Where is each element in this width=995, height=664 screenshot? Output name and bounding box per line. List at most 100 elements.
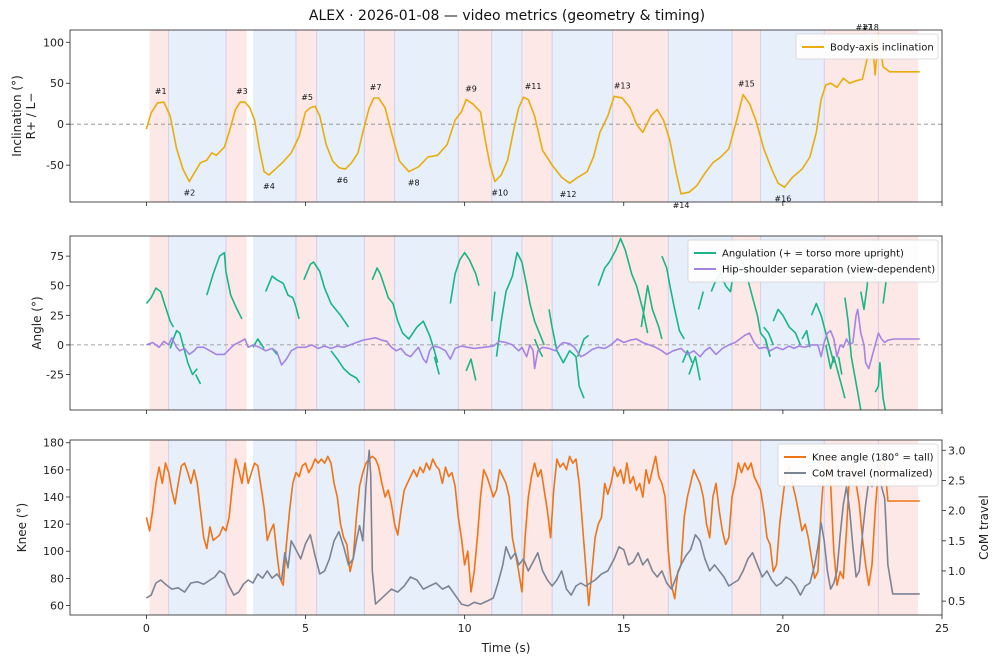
legend-label: Angulation (+ = torso more upright) [722,249,904,260]
peak-label: #4 [263,182,275,191]
peak-label: #7 [370,83,382,92]
series-line-com [145,449,920,607]
x-tick-label: 20 [776,622,790,635]
legend-label: CoM travel (normalized) [812,469,933,480]
phase-band [364,236,395,410]
series-line-ang [810,302,835,363]
series-line-ang [688,355,701,381]
y2-tick-label: 1.0 [948,565,966,578]
series-line-ang [801,329,811,348]
y-tick-label: 160 [43,464,64,477]
series-line-ang [264,275,300,320]
y2-axis-label: CoM travel [977,495,991,560]
phase-band [149,30,169,202]
y-tick-label: -50 [46,159,64,172]
phase-band [295,236,317,410]
phase-band [612,30,669,202]
peak-label: #18 [862,23,879,32]
y-tick-label: 140 [43,491,64,504]
legend-box [777,443,939,487]
phase-band [364,440,395,615]
series-line-incl [145,33,920,195]
series-line-ang [145,287,175,328]
y-tick-label: 80 [50,572,64,585]
phase-band [612,440,669,615]
y2-tick-label: 0.5 [948,595,966,608]
phase-band [552,236,613,410]
phase-band [252,30,296,202]
series-line-ang [548,309,585,399]
legend: Body-axis inclination [795,33,939,60]
series-line-ang [449,251,480,304]
legend-box [687,239,939,283]
x-tick-label: 5 [302,622,309,635]
series-line-sep [146,308,920,370]
series-line-ang [844,297,862,410]
y-tick-label: 120 [43,518,64,531]
series-line-ang [764,338,771,357]
peak-label: #2 [183,189,195,198]
peak-label: #15 [738,80,755,89]
legend: Angulation (+ = torso more upright) Hip–s… [687,239,939,283]
x-tick-label: 15 [617,622,631,635]
y-axis-label: Inclination (°)R+ / L− [10,75,38,157]
series-line-ang [303,261,350,328]
peak-label: #13 [614,81,631,90]
phase-band [149,236,169,410]
peak-label: #10 [491,189,508,198]
phase-band [149,440,169,615]
series-line-ang [882,279,888,304]
phase-band [364,30,395,202]
phase-band [316,30,365,202]
y2-tick-label: 2.0 [948,505,966,518]
series-line-ang [371,267,439,363]
y-tick-label: 100 [43,36,64,49]
x-tick-label: 0 [143,622,150,635]
phase-band [295,30,317,202]
y-tick-label: 180 [43,437,64,450]
y2-tick-label: 2.5 [948,474,966,487]
figure-title: ALEX · 2026-01-08 — video metrics (geome… [309,8,705,24]
series-line-ang [825,344,846,399]
y-tick-label: 50 [50,280,64,293]
series-line-ang [490,291,496,322]
phase-band [731,30,761,202]
y2-tick-label: 3.0 [948,444,966,457]
y-tick-label: 100 [43,545,64,558]
phase-band [668,30,732,202]
series-line-ang [640,284,663,340]
y-axis-label-line: Angle (°) [30,296,44,349]
phase-band [521,440,553,615]
phase-band [225,30,247,202]
peak-label: #8 [408,179,420,188]
phase-band [521,236,553,410]
phase-band [458,30,492,202]
series-line-ang [194,374,202,385]
series-line-ang [495,251,545,357]
series-line-ang [763,326,775,346]
legend-label: Hip–shoulder separation (view-dependent) [722,265,935,276]
y-tick-label: 0 [57,118,64,131]
phase-band [225,236,247,410]
series-line-ang [252,338,265,349]
series-line-ang [597,237,649,334]
series-line-knee [145,455,920,607]
phase-band [552,30,613,202]
legend-label: Body-axis inclination [830,43,934,54]
peak-label: #17 [856,23,873,32]
y-tick-label: -25 [46,368,64,381]
x-tick-label: 25 [935,622,949,635]
y-tick-label: 75 [50,250,64,263]
peak-label: #14 [673,201,690,210]
panel-angles: -25 0 25 50 75 Angle (°) Angulation (+ = torso… [30,235,943,414]
x-axis-label: Time (s) [481,641,531,655]
panel-knee: 60 80 100 120 140 160 180 0.5 1.0 1.5 2.0 2.5 3.0 0 5 1… [15,437,991,655]
y-tick-label: 60 [50,600,64,613]
legend-box [795,33,939,60]
peak-label: #12 [560,190,577,199]
peak-label: #9 [465,85,477,94]
axes-frame [69,29,943,203]
axes-frame [69,439,943,616]
peak-label: #1 [155,87,167,96]
